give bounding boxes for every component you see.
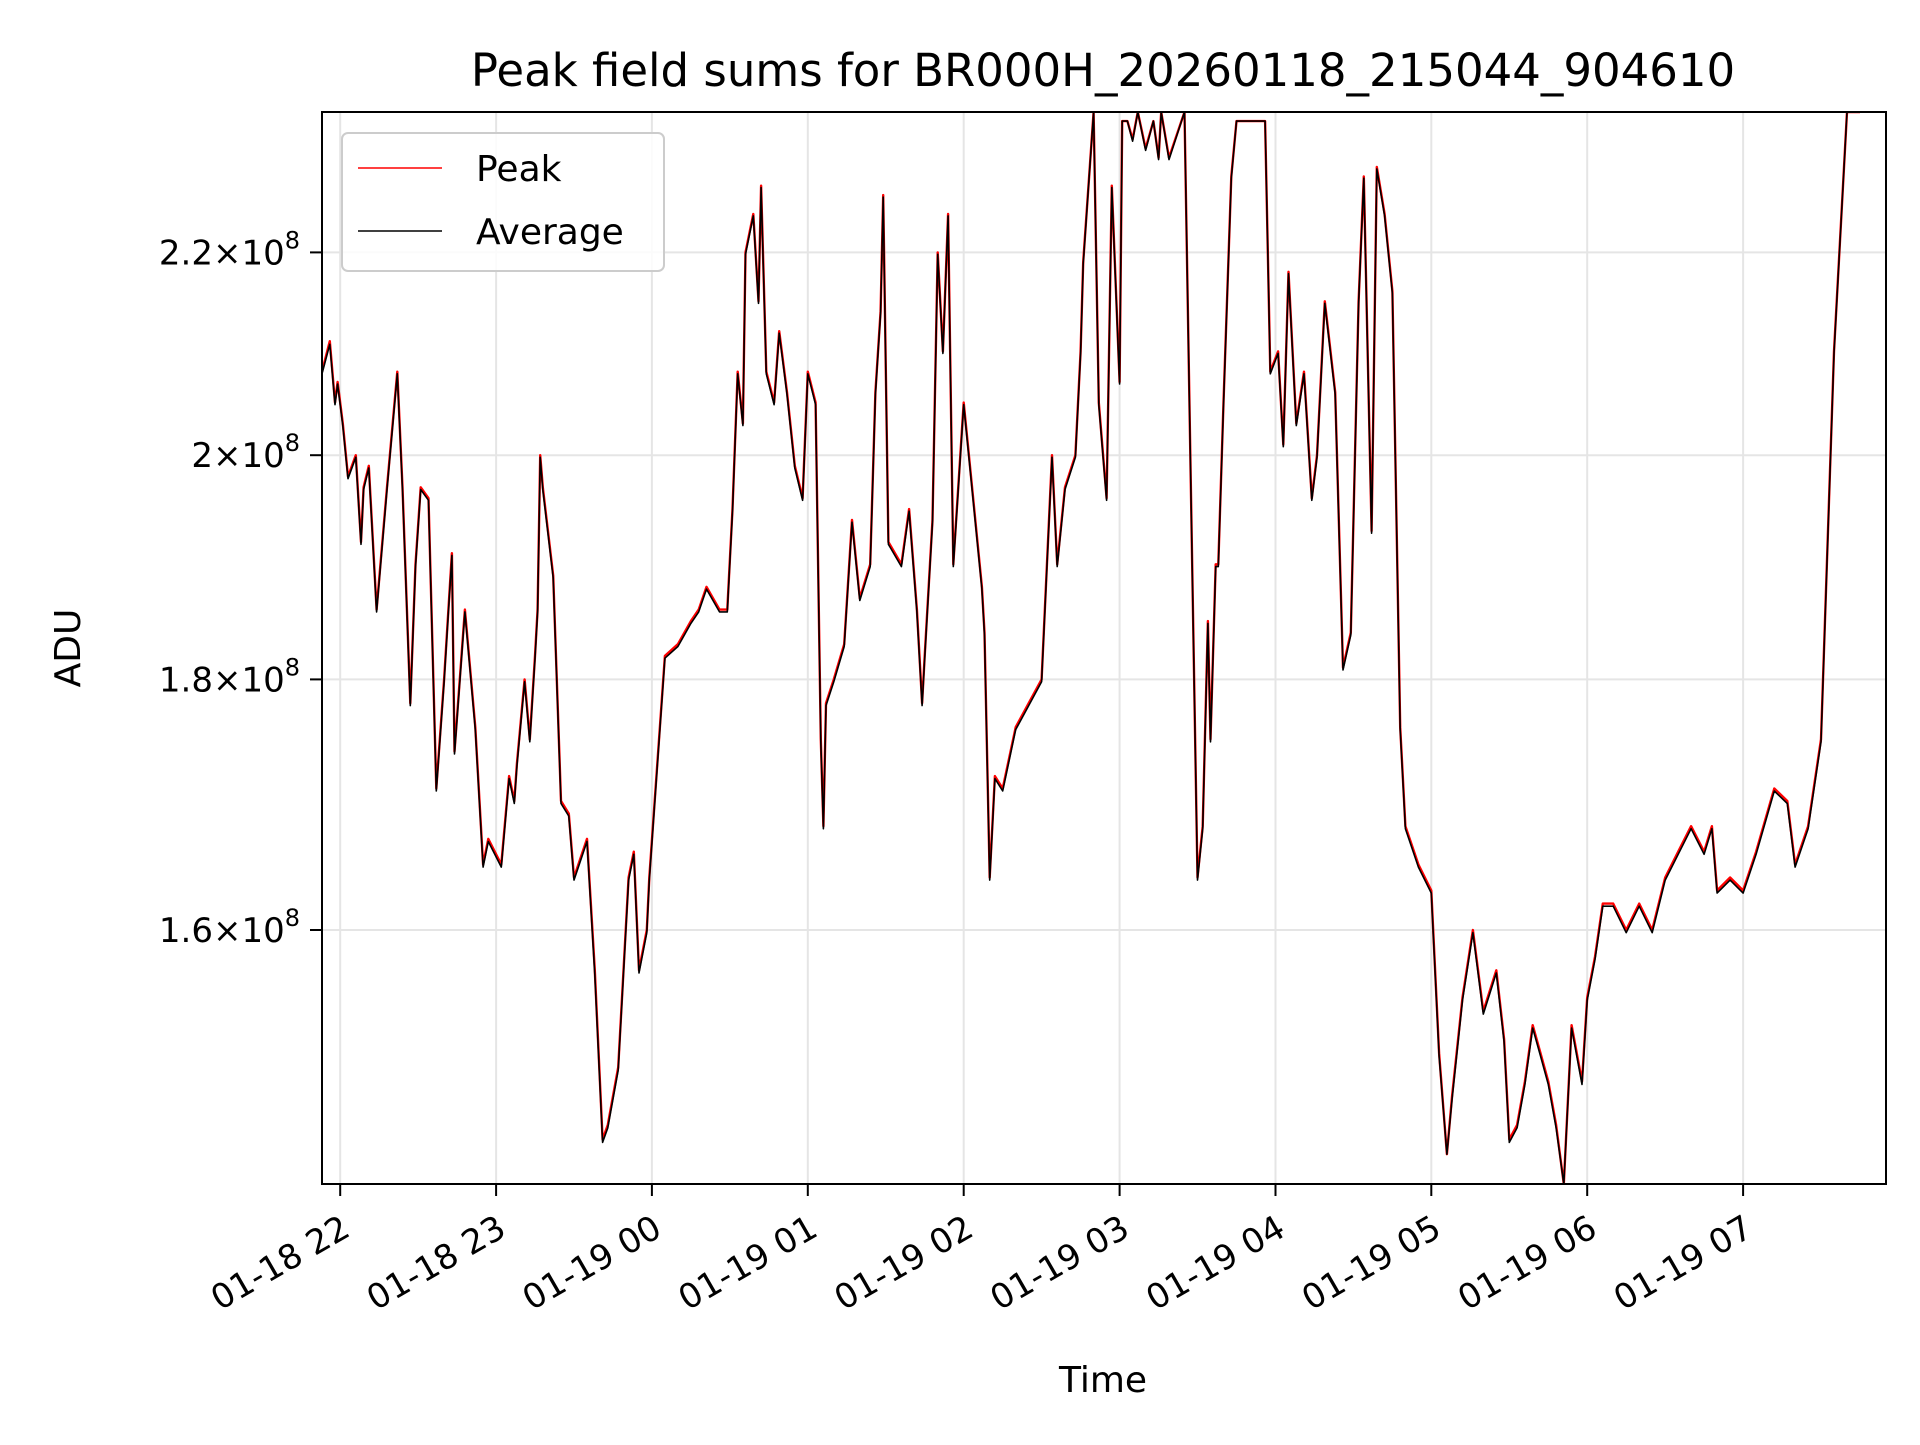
x-axis-label: Time — [1058, 1360, 1147, 1401]
series-layer — [322, 112, 1860, 1184]
y-tick-mantissa: 1.8 — [159, 660, 213, 700]
y-tick-exponent: 8 — [285, 429, 300, 457]
y-tick-mantissa: 2 — [191, 436, 213, 476]
y-tick-exponent: 8 — [285, 653, 300, 681]
y-tick-label: 2×108 — [191, 429, 300, 476]
y-tick-label: 1.6×108 — [159, 904, 300, 951]
chart-title: Peak field sums for BR000H_20260118_2150… — [471, 44, 1735, 97]
series-line-average — [322, 112, 1860, 1184]
y-tick-base: 10 — [241, 233, 284, 273]
y-tick-times: × — [213, 233, 242, 273]
plot-frame — [321, 111, 1887, 1185]
y-axis-label: ADU — [48, 609, 89, 688]
y-tick-exponent: 8 — [285, 226, 300, 254]
y-tick-base: 10 — [241, 660, 284, 700]
y-tick-times: × — [213, 911, 242, 951]
y-tick-base: 10 — [241, 911, 284, 951]
y-tick-exponent: 8 — [285, 904, 300, 932]
y-tick-times: × — [213, 660, 242, 700]
y-tick-base: 10 — [241, 436, 284, 476]
y-tick-label: 2.2×108 — [159, 226, 300, 273]
legend-label-average: Average — [476, 212, 624, 253]
legend: Peak Average — [341, 132, 665, 272]
y-tick-mantissa: 1.6 — [159, 911, 213, 951]
y-tick-mantissa: 2.2 — [159, 233, 213, 273]
y-tick-times: × — [213, 436, 242, 476]
y-tick-label: 1.8×108 — [159, 653, 300, 700]
legend-label-peak: Peak — [476, 149, 562, 190]
